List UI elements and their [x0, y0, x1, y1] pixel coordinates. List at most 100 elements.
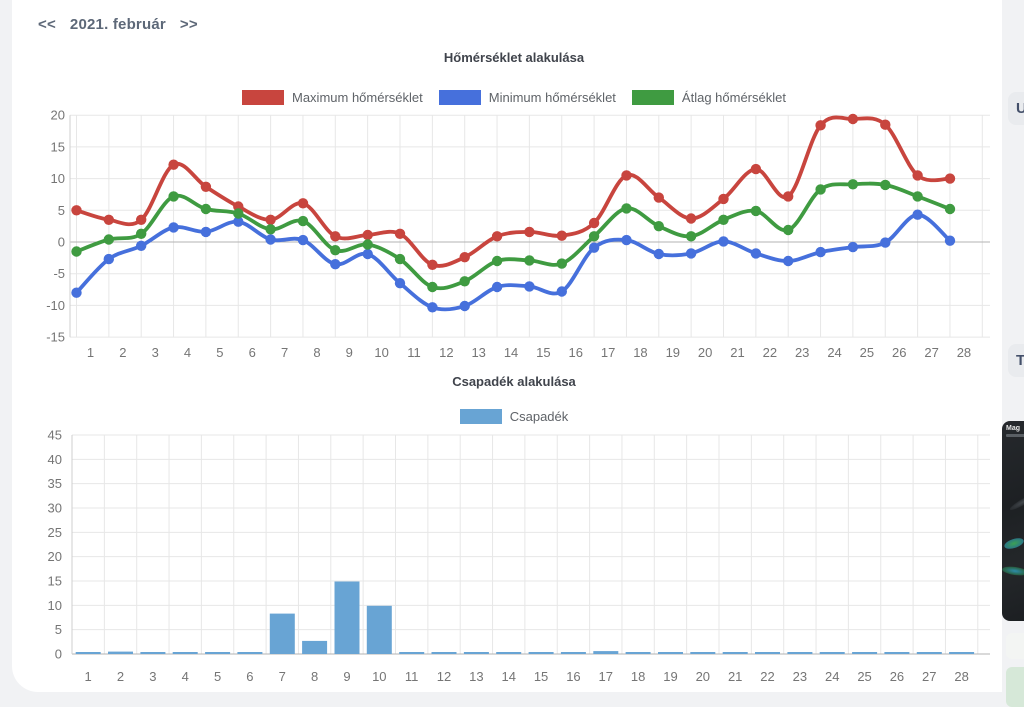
- bar: [140, 652, 166, 654]
- x-axis-label: 27: [922, 669, 936, 684]
- x-axis-label: 2: [117, 669, 124, 684]
- bar: [658, 652, 683, 654]
- data-point: [394, 228, 406, 239]
- y-axis-label: 5: [55, 622, 62, 637]
- x-axis-label: 7: [281, 345, 288, 360]
- data-point: [71, 246, 82, 257]
- series-line: [75, 212, 952, 312]
- legend-swatch-max: [242, 90, 284, 105]
- light-thumbnail[interactable]: [1006, 633, 1024, 659]
- x-axis-label: 20: [698, 345, 712, 360]
- y-axis-label: 10: [48, 598, 62, 613]
- x-axis-label: 18: [633, 345, 647, 360]
- data-point: [815, 184, 826, 195]
- data-point: [783, 191, 794, 202]
- data-point: [524, 255, 535, 266]
- x-axis-label: 7: [279, 669, 286, 684]
- x-axis-label: 20: [696, 669, 710, 684]
- data-point: [491, 281, 503, 293]
- bar: [334, 581, 360, 654]
- data-point: [524, 226, 535, 238]
- x-axis-label: 28: [954, 669, 968, 684]
- data-point: [588, 217, 600, 229]
- data-point: [71, 287, 82, 298]
- legend-item-precip: Csapadék: [459, 409, 569, 424]
- x-axis-label: 24: [827, 345, 841, 360]
- data-point: [621, 203, 632, 214]
- bar: [463, 652, 489, 654]
- rail-button-u[interactable]: U: [1008, 92, 1024, 125]
- data-point: [556, 286, 567, 297]
- data-point: [944, 235, 956, 246]
- bar: [593, 651, 619, 654]
- data-point: [394, 253, 406, 265]
- green-thumbnail[interactable]: [1006, 667, 1024, 707]
- bar: [787, 652, 813, 654]
- legend-item-max: Maximum hőmérséklet: [242, 90, 423, 105]
- legend-label-avg: Átlag hőmérséklet: [681, 90, 786, 105]
- y-axis-label: 15: [48, 573, 62, 588]
- data-point: [685, 213, 697, 224]
- radar-map-thumbnail-subline: [1006, 434, 1024, 437]
- x-axis-label: 24: [825, 669, 839, 684]
- legend-label-precip: Csapadék: [509, 409, 569, 424]
- data-point: [427, 259, 438, 270]
- y-axis-label: 20: [48, 549, 62, 564]
- data-point: [330, 259, 341, 270]
- y-axis-label: 15: [51, 139, 65, 154]
- legend-swatch-avg: [631, 90, 674, 105]
- data-point: [233, 216, 244, 227]
- x-axis-label: 11: [407, 345, 421, 360]
- x-axis-label: 22: [760, 669, 774, 684]
- data-point: [912, 191, 923, 202]
- data-point: [912, 170, 923, 181]
- data-point: [653, 192, 664, 203]
- bar: [884, 652, 910, 654]
- data-point: [653, 221, 664, 232]
- x-axis-label: 12: [439, 345, 453, 360]
- month-navigation: << 2021. február >>: [38, 13, 198, 35]
- data-point: [103, 234, 115, 245]
- bar: [755, 652, 780, 654]
- x-axis-label: 26: [890, 669, 904, 684]
- rail-button-u-label: U: [1016, 100, 1024, 117]
- y-axis-label: -10: [46, 298, 65, 313]
- y-axis-label: 30: [48, 500, 62, 515]
- prev-month-button[interactable]: <<: [38, 15, 56, 33]
- data-point: [556, 258, 567, 269]
- x-axis-label: 5: [214, 669, 221, 684]
- bar: [75, 652, 101, 654]
- x-axis-label: 19: [663, 669, 677, 684]
- radar-map-thumbnail-label: Mag: [1006, 425, 1020, 432]
- rail-button-t-label: T: [1016, 352, 1024, 369]
- x-axis-label: 17: [601, 345, 615, 360]
- rail-button-t[interactable]: T: [1008, 344, 1024, 377]
- y-axis-label: 25: [48, 525, 62, 540]
- y-axis-label: -5: [53, 266, 65, 281]
- data-point: [427, 281, 438, 293]
- data-point: [588, 231, 600, 242]
- data-point: [621, 234, 632, 246]
- x-axis-label: 25: [860, 345, 874, 360]
- x-axis-label: 8: [311, 669, 318, 684]
- next-month-button[interactable]: >>: [179, 15, 198, 33]
- data-point: [265, 224, 276, 235]
- data-point: [297, 215, 309, 227]
- bar: [722, 652, 748, 654]
- content-panel: << 2021. február >> Hőmérséklet alakulás…: [12, 0, 1002, 692]
- legend-swatch-precip: [459, 409, 502, 424]
- temperature-chart-title: Hőmérséklet alakulása: [443, 50, 585, 65]
- legend-swatch-min: [438, 90, 481, 105]
- radar-map-thumbnail[interactable]: Mag: [1002, 421, 1024, 621]
- data-point: [330, 231, 341, 242]
- bar: [172, 652, 198, 654]
- x-axis-label: 5: [216, 345, 223, 360]
- x-axis-label: 6: [249, 345, 256, 360]
- bar: [496, 652, 522, 654]
- x-axis-label: 16: [566, 669, 580, 684]
- data-point: [783, 224, 794, 236]
- y-axis-label: 45: [48, 427, 62, 442]
- data-point: [880, 179, 891, 191]
